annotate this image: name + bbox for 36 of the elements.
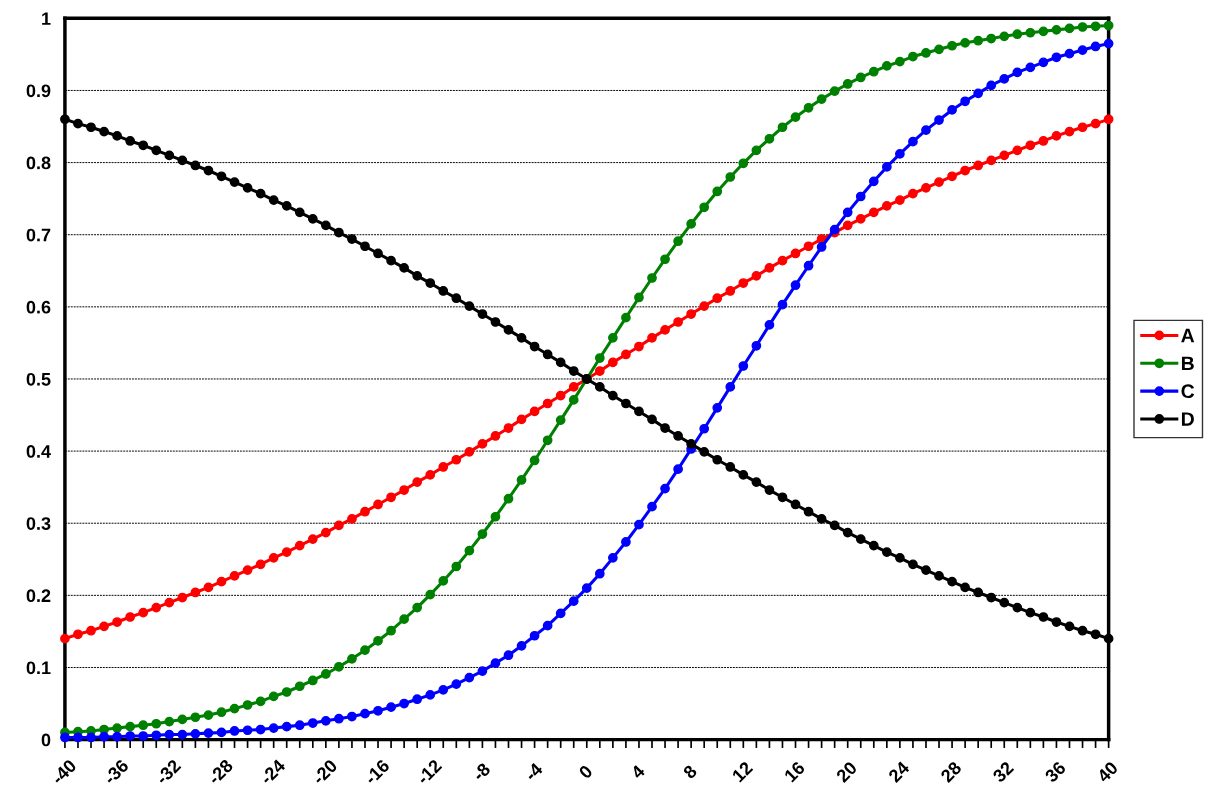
y-tick-label: 0.2 xyxy=(26,589,51,603)
x-tick-label: 36 xyxy=(1044,760,1067,784)
x-tick-label: -28 xyxy=(207,758,234,786)
y-tick-label: 0.6 xyxy=(26,300,51,314)
y-tick-label: 0 xyxy=(41,733,51,747)
x-tick-label: -4 xyxy=(523,761,544,782)
x-tick-label: 20 xyxy=(835,760,858,784)
x-tick-label: -20 xyxy=(311,758,338,786)
x-tick-label: -16 xyxy=(363,758,391,786)
x-tick-label: 24 xyxy=(887,760,911,783)
x-tick-label: -40 xyxy=(50,758,78,786)
x-tick-label: -12 xyxy=(415,758,443,785)
x-tick-label: 28 xyxy=(939,760,963,784)
legend-label: B xyxy=(1181,356,1194,371)
x-tick-label: 40 xyxy=(1096,760,1119,784)
x-tick-label: 0 xyxy=(578,764,594,780)
x-tick-label: 32 xyxy=(991,760,1015,784)
y-tick-label: 0.1 xyxy=(26,661,51,675)
x-tick-label: 8 xyxy=(682,764,698,780)
x-tick-label: 12 xyxy=(731,760,754,783)
x-tick-label: -32 xyxy=(154,758,182,786)
y-tick-label: 1 xyxy=(42,12,51,25)
y-tick-label: 0.8 xyxy=(26,156,51,170)
x-tick-label: -36 xyxy=(102,758,130,786)
y-tick-label: 0.5 xyxy=(26,372,51,386)
x-tick-label: 4 xyxy=(630,763,646,780)
y-tick-label: 0.4 xyxy=(26,445,51,458)
x-tick-label: -8 xyxy=(471,762,492,782)
x-tick-label: -24 xyxy=(259,758,287,785)
legend-label: A xyxy=(1181,328,1195,343)
y-tick-label: 0.9 xyxy=(26,84,51,98)
y-tick-label: 0.7 xyxy=(26,228,51,242)
legend-label: D xyxy=(1181,412,1194,426)
legend-label: C xyxy=(1181,384,1195,399)
x-tick-label: 16 xyxy=(783,760,806,783)
y-tick-label: 0.3 xyxy=(26,517,51,530)
